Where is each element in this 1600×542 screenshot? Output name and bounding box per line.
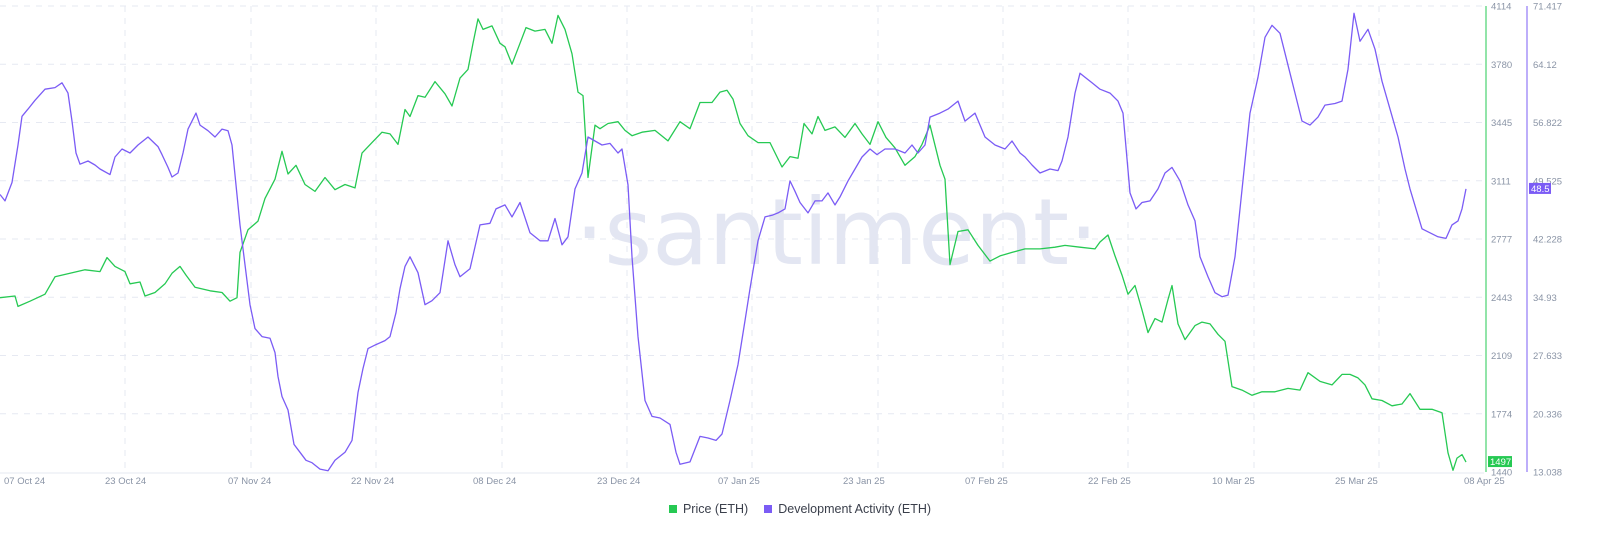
- dev-tick: 42.228: [1533, 235, 1562, 246]
- legend-item-dev-activity[interactable]: Development Activity (ETH): [764, 502, 931, 516]
- x-tick: 22 Nov 24: [351, 476, 394, 487]
- x-tick: 23 Jan 25: [843, 476, 885, 487]
- price-tick: 3445: [1491, 118, 1512, 129]
- x-tick: 22 Feb 25: [1088, 476, 1131, 487]
- dev-tick: 34.93: [1533, 293, 1557, 304]
- x-tick: 07 Oct 24: [4, 476, 45, 487]
- x-tick: 23 Oct 24: [105, 476, 146, 487]
- dev-tick: 20.336: [1533, 409, 1562, 420]
- dev-tick: 56.822: [1533, 118, 1562, 129]
- dev-tick: 71.417: [1533, 2, 1562, 13]
- dev-tick: 64.12: [1533, 60, 1557, 71]
- price-tick: 4114: [1491, 2, 1511, 13]
- x-tick: 07 Feb 25: [965, 476, 1008, 487]
- price-tick: 2443: [1491, 293, 1512, 304]
- price-tick: 2777: [1491, 235, 1512, 246]
- price-tick: 3111: [1491, 176, 1511, 187]
- dev-tick: 27.633: [1533, 351, 1562, 362]
- x-tick: 08 Dec 24: [473, 476, 516, 487]
- x-tick: 07 Jan 25: [718, 476, 760, 487]
- price-axis-ticks: 4114 3780 3445 3111 2777 2443 2109 1774 1440: [1491, 2, 1512, 479]
- x-tick: 07 Nov 24: [228, 476, 271, 487]
- price-swatch-icon: [668, 505, 677, 513]
- dev-line: [0, 12, 1467, 472]
- santiment-watermark: ·santiment·: [575, 179, 1098, 286]
- x-axis-ticks: 07 Oct 24 23 Oct 24 07 Nov 24 22 Nov 24 08 D…: [4, 476, 1505, 487]
- x-tick: 23 Dec 24: [597, 476, 640, 487]
- x-tick: 25 Mar 25: [1335, 476, 1378, 487]
- dev-tick: 49.525: [1533, 176, 1562, 187]
- x-tick: 08 Apr 25: [1464, 476, 1505, 487]
- price-badge: [1488, 456, 1512, 468]
- price-line: [0, 14, 1467, 471]
- x-tick: 10 Mar 25: [1212, 476, 1255, 487]
- price-tick: 1440: [1491, 468, 1512, 479]
- chart-legend: Price (ETH) Development Activity (ETH): [0, 502, 1600, 516]
- dev-tick: 13.038: [1533, 468, 1562, 479]
- legend-item-price[interactable]: Price (ETH): [668, 502, 749, 516]
- price-tick: 2109: [1491, 351, 1512, 362]
- price-tick: 3780: [1491, 60, 1512, 71]
- price-tick: 1774: [1491, 409, 1512, 420]
- dev-activity-swatch-icon: [764, 505, 773, 513]
- last-value-badges: 1497 48.5: [1488, 182, 1551, 468]
- dev-axis-ticks: 71.417 64.12 56.822 49.525 42.228 34.93 27.633…: [1533, 2, 1562, 479]
- svg-text:48.5: 48.5: [1531, 184, 1550, 195]
- legend-label-price: Price (ETH): [682, 502, 749, 516]
- dev-badge: [1529, 182, 1551, 194]
- legend-label-dev-activity: Development Activity (ETH): [778, 502, 932, 516]
- svg-text:1497: 1497: [1490, 457, 1511, 468]
- series-lines: [0, 12, 1467, 472]
